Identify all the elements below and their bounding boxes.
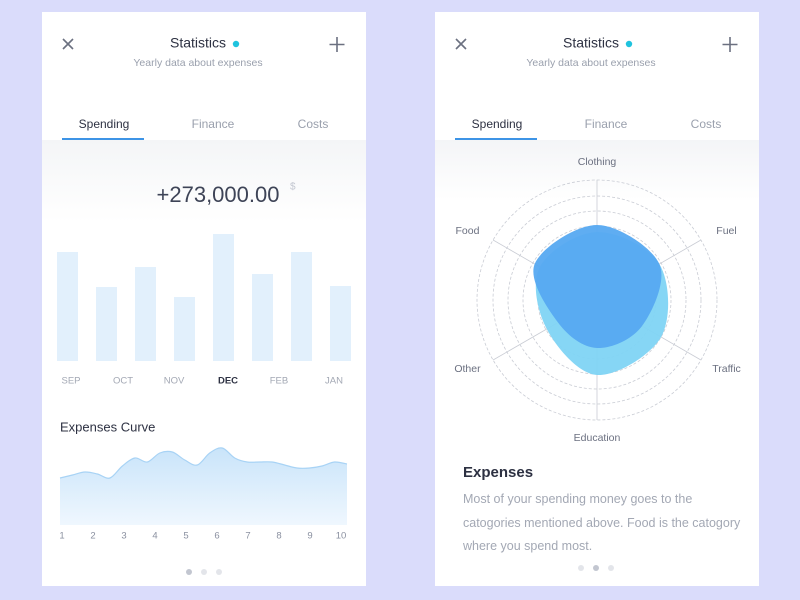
- tab[interactable]: Finance: [585, 117, 628, 131]
- radar-ring: [492, 195, 702, 405]
- screen-title: Statistics: [170, 35, 226, 51]
- bar: [330, 286, 351, 361]
- status-dot: [625, 40, 633, 48]
- curve-line: [59, 447, 348, 479]
- bar: [213, 234, 234, 361]
- curve-area: [60, 447, 347, 525]
- page-dot[interactable]: [593, 565, 599, 571]
- bar-label: DEC: [218, 376, 238, 387]
- bar: [174, 297, 195, 361]
- page-dot[interactable]: [201, 569, 207, 575]
- bar: [96, 287, 117, 361]
- add-icon[interactable]: [722, 37, 738, 52]
- tab[interactable]: Finance: [192, 117, 235, 131]
- page-dot[interactable]: [608, 565, 614, 571]
- currency: $: [290, 182, 296, 193]
- curve-label: 1: [59, 531, 64, 542]
- radar-axis-label: Traffic: [712, 363, 741, 375]
- page-dot[interactable]: [216, 569, 222, 575]
- radar-axis-label: Education: [574, 432, 621, 444]
- curve-label: 2: [90, 531, 95, 542]
- radar-shape: [533, 225, 662, 349]
- close-icon[interactable]: [455, 38, 467, 50]
- highlight-band: [42, 140, 366, 222]
- tab[interactable]: Costs: [298, 117, 329, 131]
- screen-subtitle: Yearly data about expenses: [526, 57, 655, 69]
- curve-label: 8: [276, 531, 281, 542]
- section-body: Most of your spending money goes to the …: [463, 492, 741, 553]
- curve-label: 3: [121, 531, 126, 542]
- status-dot: [232, 40, 240, 48]
- curve-label: 4: [152, 531, 157, 542]
- radar-axis-label: Other: [454, 363, 481, 375]
- curve-label: 10: [336, 531, 347, 542]
- add-icon[interactable]: [329, 37, 345, 52]
- tab[interactable]: Costs: [691, 117, 722, 131]
- bar: [291, 252, 312, 361]
- bar-label: JAN: [325, 376, 343, 387]
- curve-label: 7: [245, 531, 250, 542]
- page-dot[interactable]: [578, 565, 584, 571]
- bar: [57, 252, 78, 361]
- curve-label: 5: [183, 531, 188, 542]
- close-icon[interactable]: [62, 38, 74, 50]
- bar-label: OCT: [113, 376, 133, 387]
- bar-label: NOV: [164, 376, 185, 387]
- section-title: Expenses Curve: [60, 419, 155, 434]
- bar-label: FEB: [270, 376, 288, 387]
- section-title: Expenses: [463, 464, 533, 481]
- radar-axis-label: Food: [456, 225, 480, 237]
- page-dot[interactable]: [186, 569, 192, 575]
- curve-label: 6: [214, 531, 219, 542]
- screen-title: Statistics: [563, 35, 619, 51]
- total-amount: +273,000.00: [157, 182, 280, 207]
- curve-label: 9: [307, 531, 312, 542]
- radar-ring: [507, 210, 687, 390]
- radar-axis-label: Clothing: [578, 156, 617, 168]
- tab[interactable]: Spending: [79, 117, 130, 131]
- tab[interactable]: Spending: [472, 117, 523, 131]
- bar: [135, 267, 156, 361]
- screen-subtitle: Yearly data about expenses: [133, 57, 262, 69]
- bar: [252, 274, 273, 361]
- bar-label: SEP: [61, 376, 80, 387]
- radar-axis-label: Fuel: [716, 225, 736, 237]
